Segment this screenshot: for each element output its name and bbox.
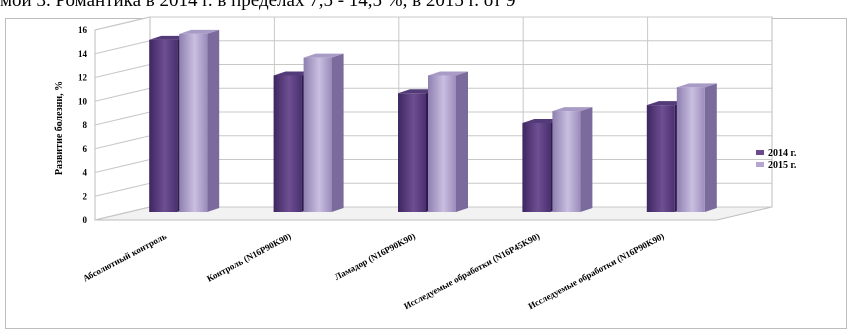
bar-2015 [303,53,344,212]
bar-2015 [676,83,717,212]
legend: 2014 г.2015 г. [756,148,797,171]
bar-2015 [552,107,593,212]
y-tick-label: 0 [83,215,88,225]
y-tick-label: 6 [83,144,88,154]
y-tick-label: 10 [78,96,88,106]
y-tick-label: 14 [78,49,88,59]
y-tick-label: 12 [78,73,88,83]
x-tick-label: Ламадор (N16P90K90) [333,231,417,282]
y-tick-label: 16 [78,25,88,35]
bar-2015 [428,71,468,212]
y-tick-label: 2 [83,191,88,201]
top-caption: мой 3. Романтика в 2014 г. в пределах 7,… [0,0,516,11]
legend-label: 2015 г. [768,160,797,171]
x-tick-label: Контроль (N16P90K90) [205,231,292,284]
legend-swatch [756,162,764,167]
y-gridline [94,16,772,31]
x-tick-label: Абсолютный контроль [81,231,168,284]
bar-2015 [179,29,220,212]
y-tick-label: 8 [83,120,88,130]
legend-swatch [756,150,764,155]
y-axis-label: Развитие болезни, % [54,81,65,175]
x-tick-label: Исследуемые обработки (N16P90K90) [526,231,665,311]
y-tick-label: 4 [83,168,88,178]
legend-label: 2014 г. [768,148,797,159]
x-tick-label: Исследуемые обработки (N16P45K90) [402,231,541,311]
